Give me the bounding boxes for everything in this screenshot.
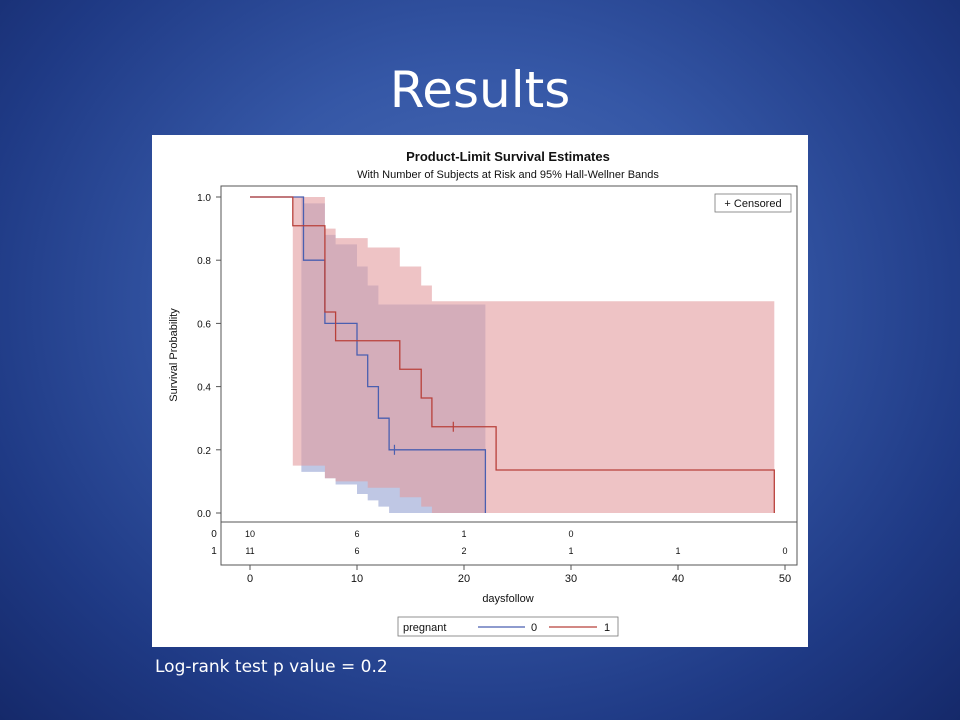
at-risk-row-label: 1 (211, 546, 217, 557)
x-tick-label: 50 (779, 573, 791, 585)
at-risk-value: 0 (568, 529, 573, 539)
at-risk-value: 1 (568, 546, 573, 556)
legend-label-1: 1 (604, 622, 610, 634)
x-tick-label: 10 (351, 573, 363, 585)
footnote: Log-rank test p value = 0.2 (155, 657, 388, 677)
y-tick-label: 0.4 (197, 383, 211, 394)
at-risk-value: 1 (675, 546, 680, 556)
at-risk-row-label: 0 (211, 529, 217, 540)
legend-title: pregnant (403, 622, 446, 634)
y-tick-label: 0.6 (197, 319, 211, 330)
chart-title: Product-Limit Survival Estimates (406, 149, 610, 164)
survival-chart: Product-Limit Survival Estimates With Nu… (168, 149, 798, 637)
legend-label-0: 0 (531, 622, 537, 634)
x-axis-label: daysfollow (482, 593, 533, 605)
x-tick-label: 30 (565, 573, 577, 585)
risk-frame (220, 521, 798, 566)
at-risk-value: 11 (245, 546, 254, 556)
censored-legend-label: + Censored (724, 198, 781, 210)
confidence-band-1 (292, 197, 775, 513)
y-tick-label: 0.8 (197, 256, 211, 267)
x-tick-label: 0 (247, 573, 253, 585)
at-risk-value: 2 (461, 546, 466, 556)
y-tick-label: 1.0 (197, 193, 211, 204)
survival-line-1 (250, 196, 775, 513)
at-risk-value: 6 (354, 529, 359, 539)
at-risk-value: 1 (461, 529, 466, 539)
survival-line-0 (250, 196, 487, 513)
y-tick-label: 0.0 (197, 509, 211, 520)
group-legend: pregnant 0 1 (397, 616, 619, 637)
x-tick-label: 20 (458, 573, 470, 585)
chart-subtitle: With Number of Subjects at Risk and 95% … (357, 169, 659, 181)
at-risk-value: 10 (245, 529, 255, 539)
at-risk-value: 0 (782, 546, 787, 556)
chart-panel: Product-Limit Survival Estimates With Nu… (152, 135, 808, 647)
x-tick-label: 40 (672, 573, 684, 585)
y-axis-label: Survival Probability (168, 308, 180, 402)
at-risk-value: 6 (354, 546, 359, 556)
slide-title: Results (389, 61, 571, 119)
censored-legend: + Censored (714, 193, 792, 213)
y-tick-label: 0.2 (197, 446, 211, 457)
